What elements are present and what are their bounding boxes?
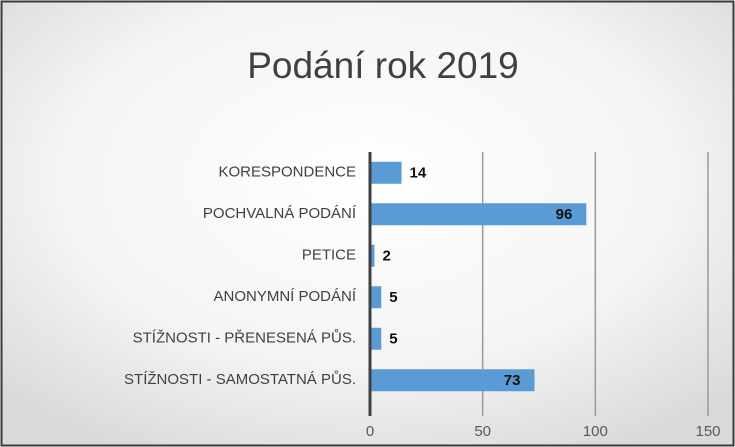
y-tick-label: KORESPONDENCE bbox=[218, 164, 356, 181]
bar bbox=[370, 161, 402, 184]
data-label: 5 bbox=[389, 331, 397, 348]
bar bbox=[370, 286, 382, 309]
bar bbox=[370, 203, 587, 226]
data-label: 14 bbox=[410, 165, 427, 182]
bar bbox=[370, 327, 382, 350]
x-tick-label: 150 bbox=[695, 423, 720, 440]
data-label: 2 bbox=[383, 248, 391, 265]
bar bbox=[370, 244, 375, 267]
x-tick-label: 0 bbox=[366, 423, 374, 440]
data-label: 96 bbox=[556, 206, 573, 223]
data-label: 73 bbox=[504, 372, 521, 389]
bar bbox=[370, 369, 535, 392]
x-tick-label: 100 bbox=[583, 423, 608, 440]
x-tick-label: 50 bbox=[474, 423, 491, 440]
y-tick-label: STÍŽNOSTI - SAMOSTATNÁ PŮS. bbox=[124, 370, 356, 388]
y-tick-label: STÍŽNOSTI - PŘENESENÁ PŮS. bbox=[133, 329, 356, 347]
y-tick-label: PETICE bbox=[302, 247, 356, 264]
plot-area: 0 50 100 150 KORESPONDENCE 14 POCHVALNÁ PODÁNÍ… bbox=[124, 152, 721, 440]
y-tick-label: POCHVALNÁ PODÁNÍ bbox=[203, 205, 357, 222]
chart-title: Podání rok 2019 bbox=[247, 45, 519, 86]
data-label: 5 bbox=[389, 289, 397, 306]
y-tick-label: ANONYMNÍ PODÁNÍ bbox=[213, 288, 356, 305]
